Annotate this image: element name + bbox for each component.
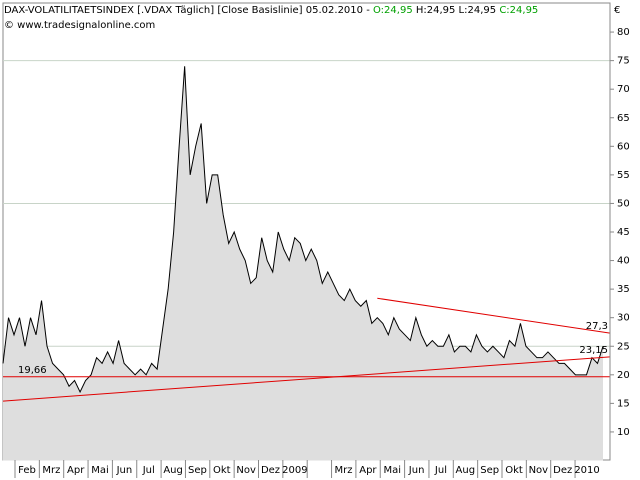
y-tick-label: 75: [617, 56, 630, 67]
y-tick-label: 80: [617, 27, 630, 38]
header-part: H:24,95 L:24,95: [413, 5, 500, 16]
x-tick-label: Aug: [456, 465, 476, 476]
x-tick-label: 2009: [282, 465, 307, 476]
x-tick-label: Sep: [480, 465, 499, 476]
y-tick-label: 45: [617, 227, 630, 238]
x-tick-label: Apr: [359, 465, 377, 476]
x-tick-label: Nov: [529, 465, 549, 476]
y-tick-label: 40: [617, 256, 630, 267]
x-tick-label: Okt: [505, 465, 523, 476]
x-tick-label: Mrz: [335, 465, 353, 476]
x-tick-label: Dez: [261, 465, 280, 476]
y-tick-label: 50: [617, 198, 630, 209]
x-tick-label: Aug: [163, 465, 183, 476]
y-tick-label: 35: [617, 284, 630, 295]
currency: €: [614, 5, 620, 16]
x-tick-label: Jul: [142, 465, 155, 476]
x-tick-label: Mrz: [42, 465, 60, 476]
y-tick-label: 65: [617, 113, 630, 124]
y-tick-label: 15: [617, 398, 630, 409]
trend-line: [2, 356, 611, 402]
y-tick-label: 55: [617, 170, 630, 181]
header-part: C:24,95: [499, 5, 538, 16]
header-part: O:24,95: [373, 5, 413, 16]
x-tick-label: 2010: [574, 465, 599, 476]
y-tick-label: 70: [617, 84, 630, 95]
x-tick-label: Dez: [553, 465, 572, 476]
x-tick-label: Mai: [383, 465, 401, 476]
trend-label: 19,66: [18, 365, 47, 376]
x-tick-label: Okt: [213, 465, 231, 476]
trend-label: 23,15: [579, 345, 608, 356]
y-tick-label: 25: [617, 341, 630, 352]
line: [2, 66, 604, 394]
trend-line: [377, 297, 611, 334]
x-tick-label: Feb: [18, 465, 36, 476]
x-tick-label: Nov: [236, 465, 256, 476]
chart-subtitle: © www.tradesignalonline.com: [4, 20, 155, 31]
x-tick-label: Jun: [408, 465, 425, 476]
chart-header: DAX-VOLATILITAETSINDEX [.VDAX Täglich] […: [4, 5, 538, 16]
area-fill: [3, 66, 603, 461]
header-part: DAX-VOLATILITAETSINDEX [.VDAX Täglich] […: [4, 5, 373, 16]
y-tick-label: 30: [617, 313, 630, 324]
x-tick-label: Apr: [67, 465, 85, 476]
x-tick-label: Mai: [91, 465, 109, 476]
y-tick-label: 10: [617, 427, 630, 438]
x-tick-label: Sep: [188, 465, 207, 476]
x-tick-label: Jun: [116, 465, 133, 476]
trend-label: 27,3: [586, 321, 608, 332]
y-tick-label: 60: [617, 141, 630, 152]
y-tick-label: 20: [617, 370, 630, 381]
x-tick-label: Jul: [434, 465, 447, 476]
